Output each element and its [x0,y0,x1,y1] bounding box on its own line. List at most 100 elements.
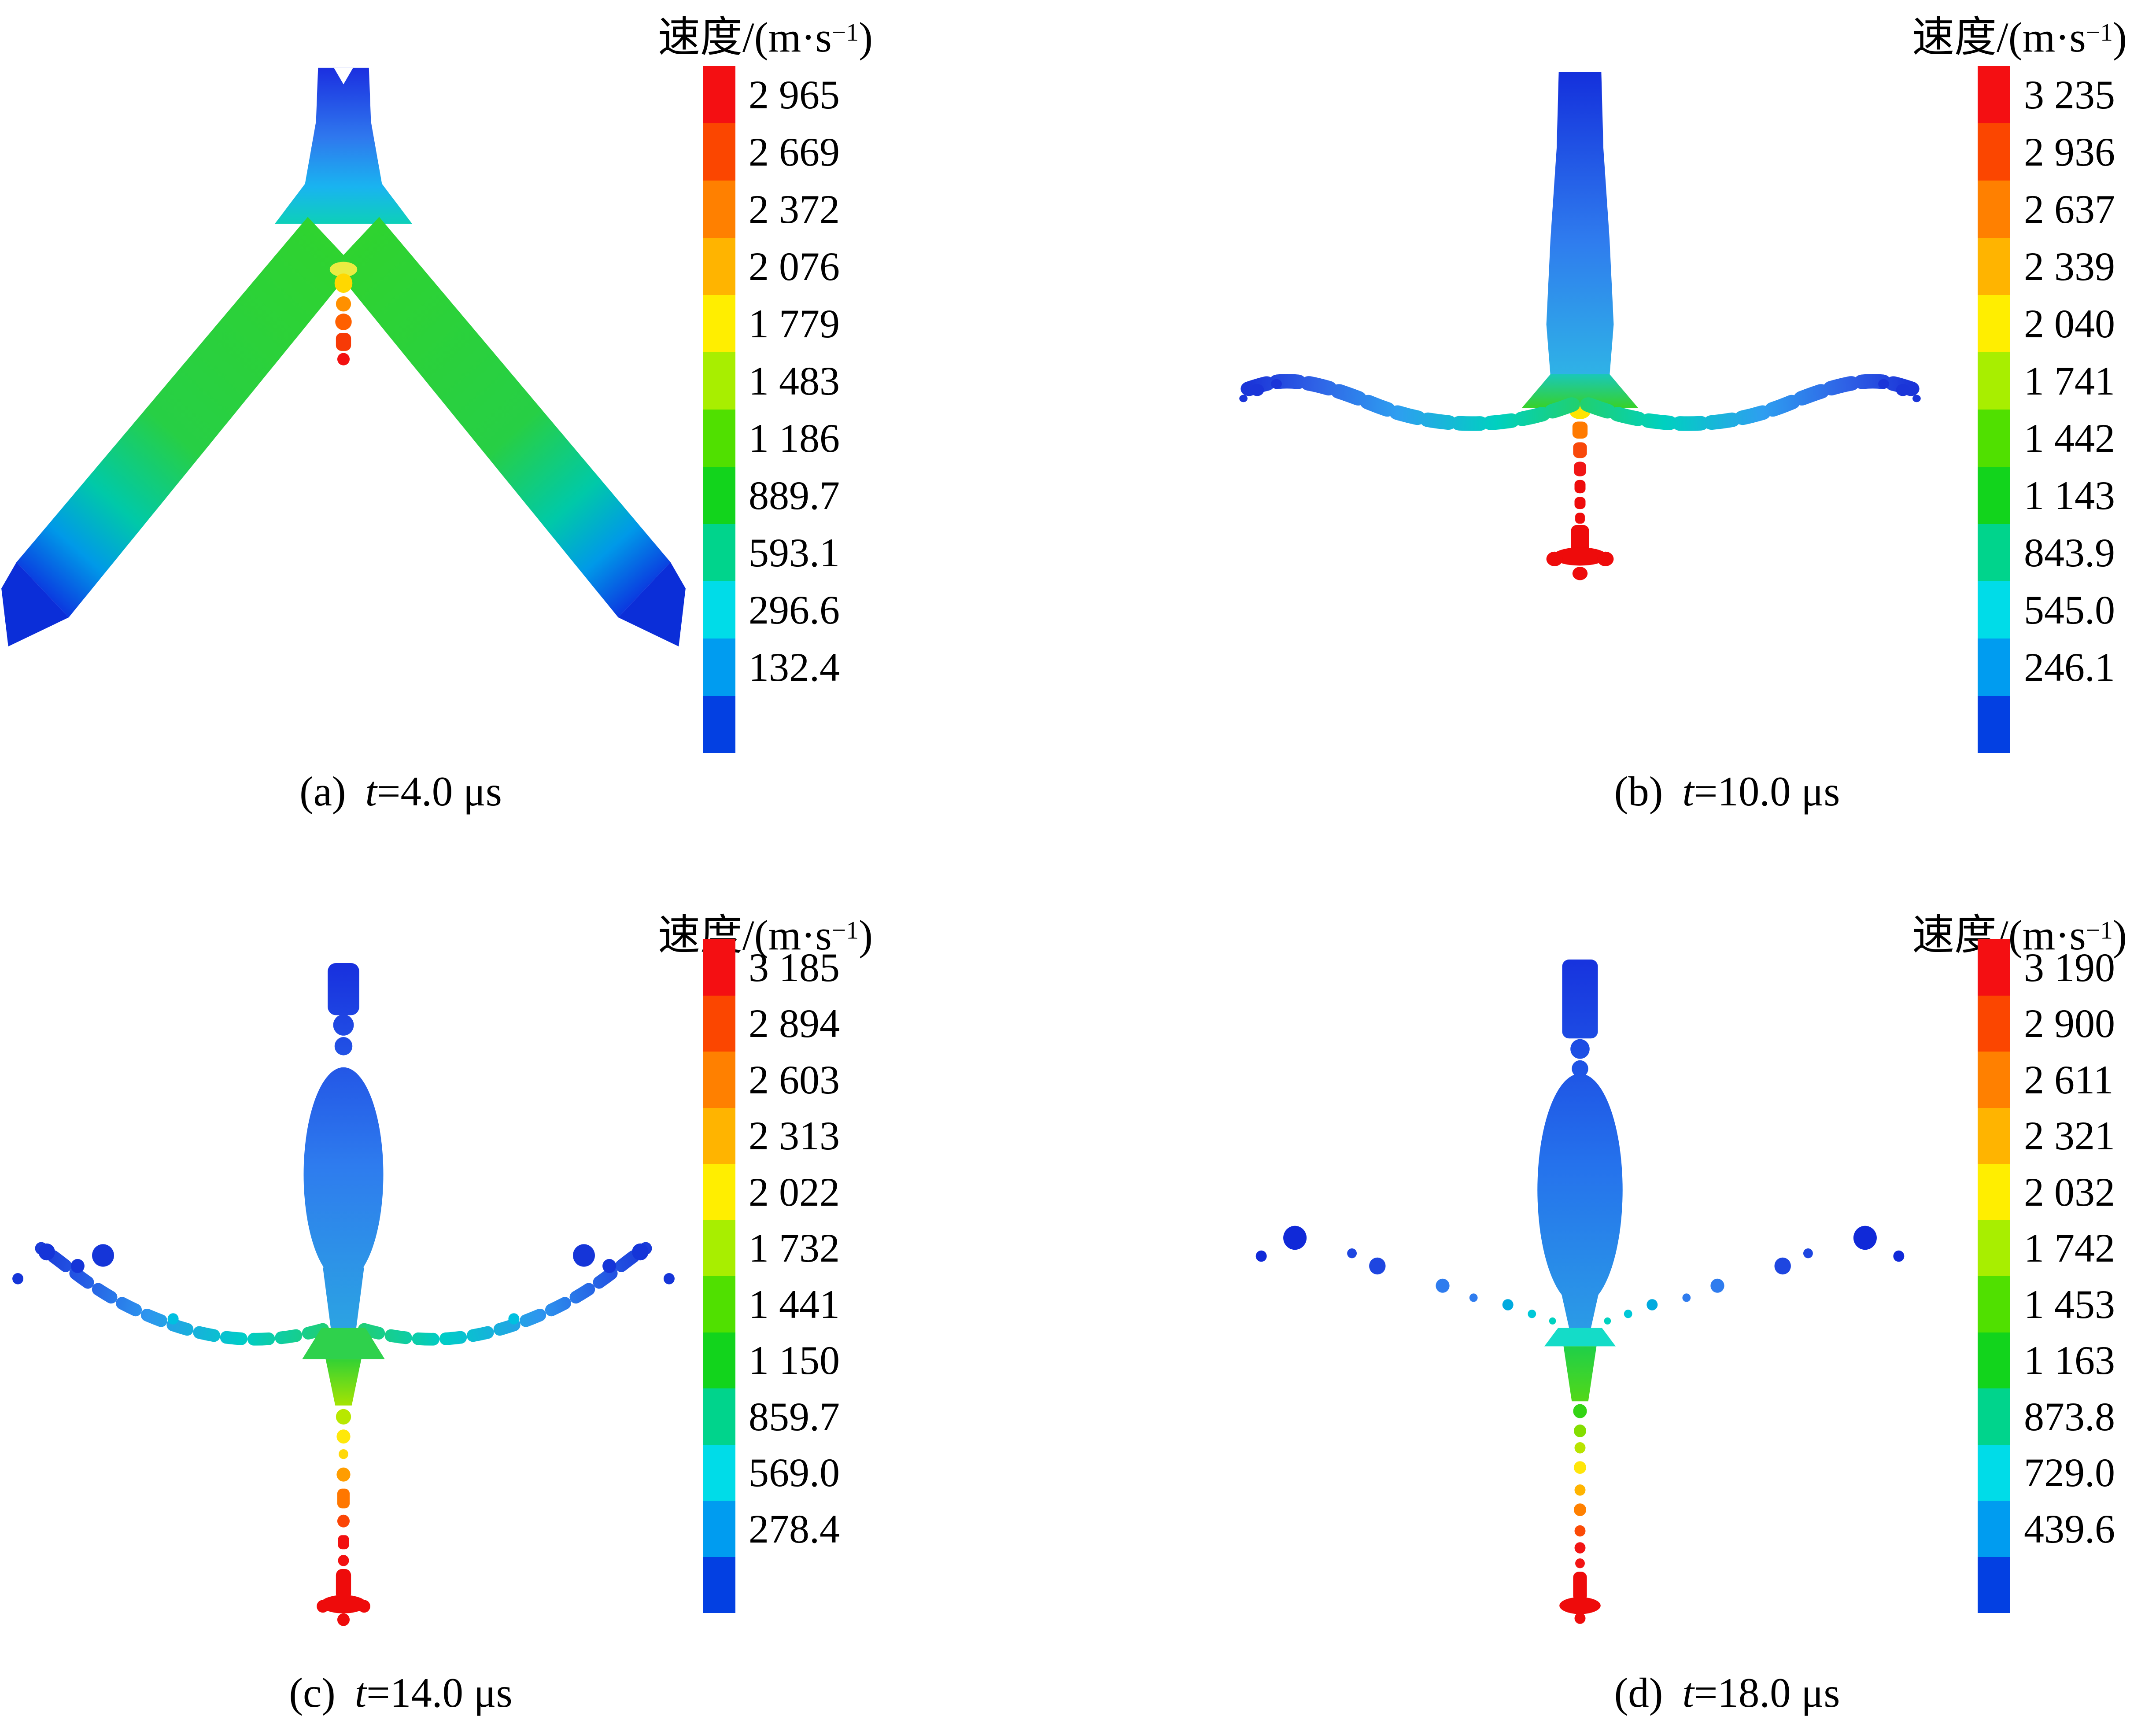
colorbar-tick-label: 3 185 [749,945,840,990]
colorbar-tick-label: 3 190 [2024,945,2115,990]
liner-arm-right [332,217,686,646]
colorbar-legend: 速度/(m·s−1) 3 185 2 894 2 603 2 313 2 022 1 73… [523,860,902,1720]
liner-chimney [275,67,412,224]
colorbar-segment [703,467,735,524]
panel-c: 速度/(m·s−1) 3 185 2 894 2 603 2 313 2 022 1 73… [0,860,1078,1720]
colorbar-segment [1978,467,2010,524]
colorbar-tick-label: 1 483 [749,358,840,403]
colorbar-segment [703,696,735,753]
slug-column [1521,72,1639,419]
colorbar-segment [1978,1220,2010,1276]
colorbar-tick-label: 545.0 [2024,587,2115,632]
colorbar-tick-label: 1 453 [2024,1281,2115,1327]
colorbar-title: 速度/(m·s−1) [1912,14,2127,61]
colorbar-segment [1978,939,2010,996]
debris-wing-right [1604,1225,1905,1325]
colorbar-segment [1978,66,2010,123]
colorbar-tick-label: 2 321 [2024,1113,2115,1159]
colorbar-segment [703,1388,735,1445]
colorbar-segment [703,1444,735,1501]
panel-caption: (c) t=14.0 μs [289,1669,513,1716]
colorbar-segment [703,1501,735,1557]
colorbar-tick-label: 1 779 [749,301,840,346]
colorbar-segment [1978,1332,2010,1388]
colorbar-tick-label: 2 894 [749,1001,840,1046]
colorbar [703,66,735,753]
colorbar-tick-label: 278.4 [749,1506,840,1551]
colorbar-tick-label: 593.1 [749,530,840,575]
panel-caption: (a) t=4.0 μs [299,768,502,815]
panel-caption: (d) t=18.0 μs [1614,1669,1840,1716]
colorbar-segment [703,995,735,1052]
colorbar-segment [1978,295,2010,352]
colorbar-tick-labels: 3 185 2 894 2 603 2 313 2 022 1 732 1 441 1 150… [749,939,902,1613]
colorbar-tick-labels: 3 235 2 936 2 637 2 339 2 040 1 741 1 442 1 143… [2024,66,2156,753]
colorbar-title: 速度/(m·s−1) [658,912,873,959]
colorbar-segment [1978,696,2010,753]
colorbar-tick-label: 2 669 [749,129,840,174]
colorbar-segment [1978,639,2010,696]
colorbar-segment [1978,181,2010,238]
debris-wing-left [12,1242,329,1346]
colorbar-segment [703,1220,735,1276]
panel-caption: (b) t=10.0 μs [1614,768,1840,815]
colorbar-tick-label: 2 076 [749,244,840,289]
colorbar-tick-label: 1 732 [749,1225,840,1271]
colorbar-segment [1978,123,2010,181]
colorbar [1978,66,2010,753]
colorbar-tick-label: 2 900 [2024,1001,2115,1046]
colorbar-tick-label: 2 313 [749,1113,840,1159]
colorbar [1978,939,2010,1613]
colorbar-segment [703,410,735,467]
colorbar-tick-label: 873.8 [2024,1394,2115,1439]
colorbar-segment [703,295,735,352]
liner-arm-left [1,217,354,646]
colorbar-tick-label: 2 032 [2024,1169,2115,1214]
particle-plot-a [1,67,686,646]
colorbar-segment [703,581,735,639]
particle-plot-c [12,963,675,1626]
colorbar-tick-label: 296.6 [749,587,840,632]
jet-tip [329,262,358,365]
colorbar-segment [703,1276,735,1332]
colorbar-tick-label: 439.6 [2024,1506,2115,1551]
colorbar-legend: 速度/(m·s−1) 3 190 2 900 2 611 2 321 2 032 1 74… [1777,860,2156,1720]
colorbar-segment [1978,1276,2010,1332]
colorbar-tick-label: 1 742 [2024,1225,2115,1271]
particle-plot-d [1255,960,1905,1624]
colorbar-segment [703,1164,735,1220]
colorbar-tick-label: 1 143 [2024,473,2115,518]
colorbar-tick-label: 132.4 [749,645,840,690]
colorbar-segment [1978,1444,2010,1501]
colorbar-tick-label: 1 442 [2024,416,2115,461]
colorbar-tick-label: 1 741 [2024,358,2115,403]
colorbar-tick-label: 2 040 [2024,301,2115,346]
colorbar-segment [703,181,735,238]
colorbar-segment [703,939,735,996]
colorbar-tick-label: 859.7 [749,1394,840,1439]
colorbar-tick-label: 2 637 [2024,187,2115,232]
colorbar-segment [703,1332,735,1388]
colorbar-segment [703,524,735,581]
jet [302,1328,385,1626]
panel-b: 速度/(m·s−1) 3 235 2 936 2 637 2 339 2 040 1 74… [1078,0,2156,860]
colorbar-segment [703,639,735,696]
slug-column [303,963,384,1331]
colorbar-tick-label: 2 339 [2024,244,2115,289]
colorbar-segment [1978,1052,2010,1108]
colorbar-tick-label: 2 372 [749,187,840,232]
jet [1546,421,1614,580]
colorbar-segment [1978,352,2010,410]
colorbar-tick-label: 2 603 [749,1057,840,1102]
colorbar-tick-label: 569.0 [749,1450,840,1495]
colorbar-segment [1978,581,2010,639]
colorbar-segment [1978,1164,2010,1220]
particle-plot-b [1239,72,1921,580]
colorbar-tick-label: 1 186 [749,416,840,461]
colorbar-tick-label: 2 611 [2024,1057,2114,1102]
colorbar-tick-label: 1 150 [749,1338,840,1383]
colorbar-tick-label: 889.7 [749,473,840,518]
colorbar-segment [703,66,735,123]
colorbar-segment [703,123,735,181]
